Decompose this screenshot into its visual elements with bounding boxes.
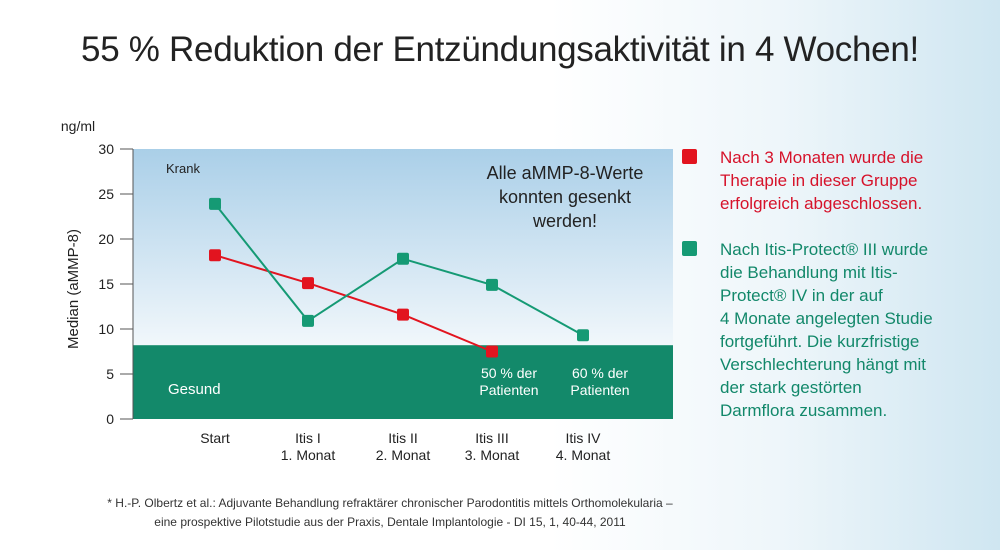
data-point-0 (302, 277, 314, 290)
y-tick-label: 25 (98, 186, 114, 202)
y-tick-label: 10 (98, 321, 114, 337)
chart-annotation-line: Alle aMMP-8-Werte (487, 163, 644, 183)
legend-marker-green (682, 241, 697, 256)
chart-annotation-line: konnten gesenkt (499, 187, 631, 207)
legend-line: fortgeführt. Die kurzfristige (720, 332, 920, 351)
x-tick-label: 2. Monat (376, 447, 431, 463)
x-tick-label: Itis I (295, 430, 321, 446)
healthy-region (133, 345, 673, 419)
legend-line: Darmflora zusammen. (720, 401, 888, 420)
x-tick-label: Itis II (388, 430, 418, 446)
data-point-0 (397, 308, 409, 321)
data-point-1 (486, 278, 498, 291)
footnote-line: eine prospektive Pilotstudie aus der Pra… (154, 515, 626, 529)
legend-line: Protect® IV in der auf (720, 286, 883, 305)
x-tick-label: 3. Monat (465, 447, 520, 463)
x-tick-label: 4. Monat (556, 447, 611, 463)
legend-line: Therapie in dieser Gruppe (720, 171, 918, 190)
page-title: 55 % Reduktion der Entzündungsaktivität … (81, 30, 919, 69)
footnote-citation: * H.-P. Olbertz et al.: Adjuvante Behand… (80, 494, 700, 532)
point-label-line: 50 % der (481, 365, 537, 381)
series-line-0 (214, 254, 493, 353)
region-label-sick: Krank (166, 161, 200, 176)
y-tick-label: 0 (106, 411, 114, 427)
point-label-line: Patienten (570, 382, 629, 398)
point-label-line: Patienten (479, 382, 538, 398)
x-tick-label: Itis IV (565, 430, 601, 446)
y-tick-label: 15 (98, 276, 114, 292)
legend-marker-red (682, 149, 697, 164)
legend-text-green: Nach Itis-Protect® III wurde die Behandl… (720, 238, 933, 422)
x-tick-label: Start (200, 430, 230, 446)
y-axis-unit: ng/ml (61, 118, 95, 134)
region-label-healthy: Gesund (168, 381, 221, 398)
x-tick-label: Itis III (475, 430, 508, 446)
data-point-1 (302, 314, 314, 327)
data-point-0 (486, 345, 498, 358)
y-tick-label: 30 (98, 141, 114, 157)
footnote-line: * H.-P. Olbertz et al.: Adjuvante Behand… (107, 496, 673, 510)
data-point-1 (577, 329, 589, 342)
legend-line: 4 Monate angelegten Studie (720, 309, 933, 328)
legend-text-red: Nach 3 Monaten wurde die Therapie in die… (720, 146, 923, 215)
data-point-1 (397, 252, 409, 265)
chart-annotation-line: werden! (532, 211, 597, 231)
legend-line: der stark gestörten (720, 378, 862, 397)
x-tick-label: 1. Monat (281, 447, 336, 463)
legend-line: Nach Itis-Protect® III wurde (720, 240, 929, 259)
point-label-line: 60 % der (572, 365, 628, 381)
y-tick-label: 20 (98, 231, 114, 247)
legend-line: die Behandlung mit Itis- (720, 263, 898, 282)
legend-line: erfolgreich abgeschlossen. (720, 194, 923, 213)
data-point-1 (209, 197, 221, 210)
legend-line: Nach 3 Monaten wurde die (720, 148, 924, 167)
y-tick-label: 5 (106, 366, 114, 382)
legend-line: Verschlechterung hängt mit (720, 355, 927, 374)
y-axis-label: Median (aMMP-8) (65, 229, 82, 349)
data-point-0 (209, 249, 221, 262)
